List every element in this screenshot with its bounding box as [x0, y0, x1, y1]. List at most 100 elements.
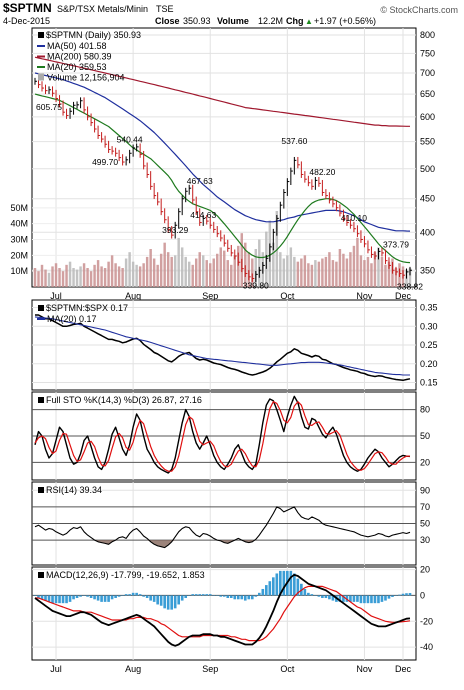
volume-bar: [342, 253, 345, 287]
macd-histogram-bar: [387, 595, 391, 599]
macd-histogram-bar: [163, 595, 166, 609]
macd-histogram-bar: [236, 595, 240, 600]
volume-bar: [152, 258, 156, 287]
volume-bar: [303, 255, 307, 287]
volume-value: 12.2M: [258, 16, 283, 26]
macd-histogram-bar: [215, 595, 219, 596]
volume-bar: [33, 268, 37, 287]
volume-bar: [212, 258, 215, 287]
macd-histogram-bar: [401, 593, 405, 596]
volume-bar: [93, 264, 96, 287]
macd-histogram-bar: [328, 595, 331, 600]
bottom-month-tick-label: Oct: [280, 664, 295, 674]
y-tick-label: 90: [420, 485, 430, 495]
bottom-month-tick-label: Aug: [125, 664, 141, 674]
volume-bar: [254, 249, 258, 287]
macd-histogram-bar: [93, 595, 96, 600]
bottom-month-tick-label: Sep: [202, 664, 218, 674]
macd-histogram-bar: [268, 581, 272, 596]
macd-histogram-bar: [296, 578, 300, 596]
macd-histogram-bar: [408, 593, 412, 596]
macd-histogram-bar: [68, 595, 72, 602]
price-panel-title: $SPTMN (Daily) 350.93: [46, 30, 141, 40]
macd-histogram-bar: [219, 595, 223, 597]
volume-bar: [352, 245, 356, 287]
price-annotation: 393.29: [162, 225, 188, 235]
macd-histogram-bar: [177, 595, 181, 605]
macd-histogram-bar: [117, 595, 121, 597]
macd-histogram-bar: [40, 595, 44, 600]
volume-bar: [135, 264, 138, 287]
macd-histogram-bar: [194, 594, 198, 596]
macd-histogram-bar: [100, 595, 103, 602]
macd-histogram-bar: [156, 595, 159, 605]
volume-bar: [72, 268, 75, 287]
volume-bar: [310, 264, 314, 287]
volume-bar: [142, 263, 145, 287]
volume-bar: [177, 237, 180, 287]
macd-histogram-bar: [145, 595, 149, 598]
macd-histogram-bar: [272, 577, 275, 596]
bottom-month-tick-label: Jul: [50, 664, 62, 674]
macd-histogram-bar: [110, 595, 114, 600]
close-value: 350.93: [183, 16, 211, 26]
macd-histogram-bar: [303, 588, 307, 596]
volume-bar: [380, 256, 384, 287]
volume-bar: [286, 255, 289, 287]
volume-bar: [373, 252, 377, 287]
volume-bar: [40, 264, 44, 287]
y-tick-label: 0.20: [420, 359, 438, 369]
y-tick-label: 50: [420, 519, 430, 529]
y-tick-label: 30: [420, 535, 430, 545]
macd-histogram-bar: [250, 595, 254, 600]
macd-histogram-bar: [191, 594, 195, 596]
ratio-legend-entry: MA(20) 0.17: [47, 314, 97, 324]
macd-histogram-bar: [310, 594, 314, 596]
macd-histogram-bar: [373, 595, 377, 604]
volume-bar: [366, 256, 370, 287]
macd-line: [34, 573, 411, 647]
macd-histogram-bar: [149, 595, 152, 601]
volume-bar: [237, 245, 240, 287]
price-panel-title-marker: [38, 32, 44, 38]
macd-histogram-bar: [261, 588, 265, 596]
volume-bar: [159, 253, 163, 287]
macd-histogram-bar: [170, 595, 173, 610]
macd-histogram-bar: [33, 595, 37, 596]
macd-histogram-bar: [314, 595, 317, 596]
y-tick-label: 750: [420, 48, 435, 58]
volume-bar: [251, 258, 254, 287]
volume-bar: [314, 260, 317, 287]
macd-histogram-bar: [293, 573, 296, 596]
rsi-line: [34, 506, 411, 549]
price-annotation: 410.10: [341, 213, 367, 223]
y-tick-label: 600: [420, 112, 435, 122]
volume-bar: [58, 268, 61, 287]
volume-bar: [82, 263, 86, 287]
macd-histogram-bar: [307, 592, 310, 596]
volume-bar: [293, 256, 296, 287]
macd-histogram-bar: [44, 595, 47, 601]
y-tick-label: 70: [420, 502, 430, 512]
volume-bar: [114, 263, 117, 287]
macd-histogram-bar: [275, 573, 279, 596]
volume-bar: [331, 260, 335, 287]
volume-tick-label: 50M: [10, 203, 28, 213]
y-tick-label: 500: [420, 164, 435, 174]
y-tick-label: 700: [420, 68, 435, 78]
ma20-line: [34, 93, 411, 264]
price-legend-entry: MA(50) 401.58: [47, 41, 107, 51]
volume-bar: [258, 239, 261, 287]
volume-bar: [349, 252, 352, 287]
macd-histogram-bar: [226, 595, 230, 598]
macd-histogram-bar: [398, 594, 401, 596]
volume-bar: [272, 242, 275, 287]
price-annotation: 373.79: [383, 240, 409, 250]
volume-bar: [289, 247, 293, 287]
macd-histogram-bar: [79, 595, 82, 597]
volume-bar: [324, 256, 328, 287]
macd-histogram-bar: [135, 592, 138, 596]
volume-bar: [223, 250, 226, 287]
volume-bar: [191, 264, 194, 287]
volume-bar: [187, 261, 191, 287]
